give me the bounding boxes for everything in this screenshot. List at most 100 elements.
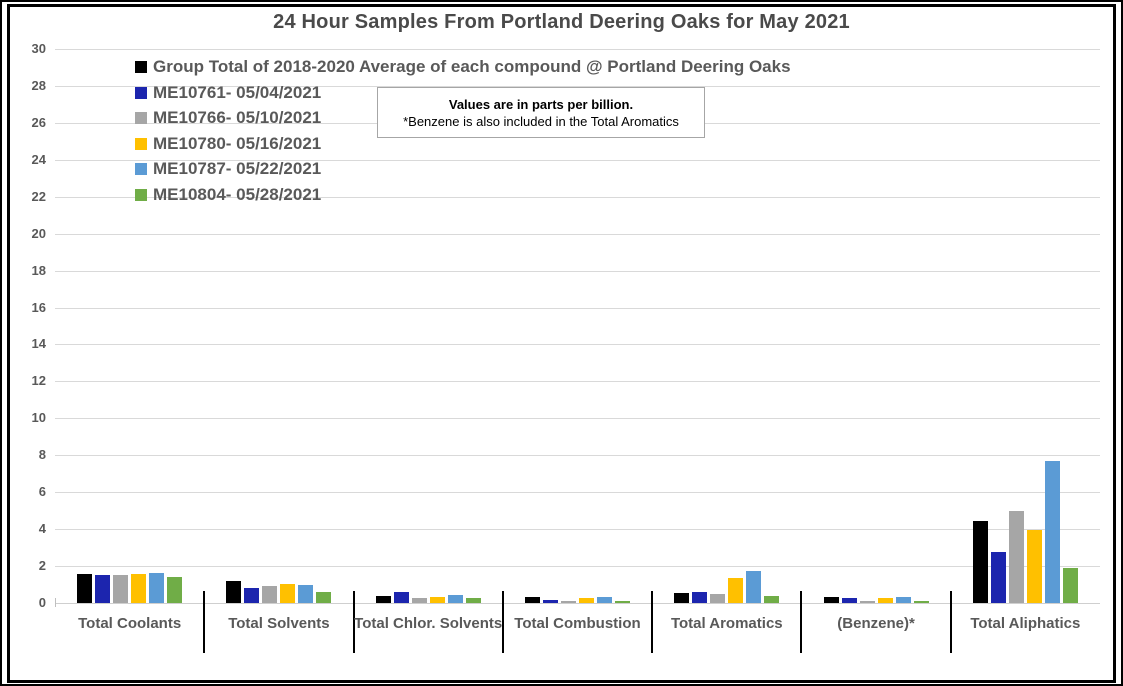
bar-total-coolants-s2	[113, 575, 129, 603]
x-axis-category-label: Total Coolants	[78, 615, 182, 632]
category-separator	[651, 591, 654, 653]
x-axis-category-label: (Benzene)*	[837, 615, 915, 632]
gridline	[55, 85, 1100, 87]
bar-total-combustion-s1	[543, 600, 558, 603]
legend-swatch-me10766	[135, 112, 147, 124]
gridline	[55, 529, 1100, 531]
bar-total-aromatics-s3	[728, 578, 744, 603]
gridline	[55, 381, 1100, 383]
bar-total-solvents-s3	[280, 583, 296, 603]
y-axis-zero-tick	[55, 598, 56, 607]
legend-label: ME10780- 05/16/2021	[153, 133, 322, 153]
y-axis-tick-label: 26	[31, 114, 46, 130]
bar-total-combustion-s5	[615, 601, 630, 603]
category-separator	[501, 591, 504, 653]
legend-swatch-me10761	[135, 86, 147, 99]
x-axis-category-label: Total Solvents	[228, 615, 330, 632]
bar-total-chlor-solvents-s2	[411, 598, 427, 603]
bar-total-chlor-solvents-s3	[429, 596, 445, 603]
category-separator	[203, 591, 206, 653]
bar-total-solvents-s4	[298, 584, 314, 603]
category-separator	[800, 591, 803, 653]
bar-total-solvents-s5	[316, 591, 332, 603]
bar-total-combustion-s0	[525, 597, 540, 603]
bar-total-chlor-solvents-s5	[465, 598, 481, 603]
bar-total-aliphatics-s4	[1044, 460, 1060, 603]
y-axis-tick-label: 18	[31, 262, 46, 278]
legend: Group Total of 2018-2020 Average of each…	[135, 57, 791, 211]
chart-title: 24 Hour Samples From Portland Deering Oa…	[273, 11, 850, 33]
bar--benzene--s4	[895, 597, 911, 603]
x-axis-category-label: Total Aliphatics	[970, 615, 1081, 632]
bar--benzene--s5	[913, 601, 929, 603]
gridline	[55, 418, 1100, 420]
y-axis-tick-label: 14	[31, 336, 46, 352]
x-axis-category-label: Total Combustion	[514, 615, 641, 632]
bar-total-aromatics-s5	[764, 595, 780, 603]
bar-total-coolants-s4	[149, 572, 165, 603]
annotation-line-benzene: *Benzene is also included in the Total A…	[403, 113, 679, 129]
legend-label: ME10761- 05/04/2021	[153, 82, 322, 102]
bar--benzene--s1	[841, 598, 857, 603]
category-separator	[949, 591, 952, 653]
legend-swatch-me10787	[135, 163, 147, 175]
legend-item: ME10787- 05/22/2021	[135, 159, 791, 178]
y-axis-tick-label: 24	[31, 151, 46, 167]
bar-total-aliphatics-s3	[1026, 530, 1042, 603]
bar-total-aliphatics-s1	[990, 552, 1006, 603]
bar-total-solvents-s0	[226, 580, 242, 603]
x-axis-category-label: Total Chlor. Solvents	[354, 615, 503, 632]
bar-total-aromatics-s1	[692, 591, 708, 603]
bar-total-aromatics-s0	[674, 592, 690, 603]
legend-swatch-group-total	[135, 61, 147, 73]
bar-total-aliphatics-s5	[1062, 567, 1078, 603]
legend-item: ME10761- 05/04/2021	[135, 82, 791, 102]
bar-total-coolants-s1	[95, 575, 111, 603]
bar-total-combustion-s4	[597, 597, 612, 603]
y-axis-tick-label: 20	[31, 225, 46, 241]
gridline	[55, 492, 1100, 494]
bar-total-aromatics-s2	[710, 593, 726, 603]
y-axis-tick-label: 16	[31, 299, 46, 315]
legend-label: Group Total of 2018-2020 Average of each…	[153, 57, 791, 76]
y-axis-tick-label: 22	[31, 188, 46, 204]
legend-swatch-me10780	[135, 137, 147, 150]
y-axis-tick-label: 0	[38, 595, 46, 610]
gridline	[55, 344, 1100, 346]
gridline	[55, 455, 1100, 457]
gridline	[55, 270, 1100, 272]
bar-total-coolants-s3	[131, 574, 147, 603]
gridline	[55, 233, 1100, 235]
bar-total-aliphatics-s2	[1008, 510, 1024, 603]
legend-label: ME10766- 05/10/2021	[153, 108, 322, 127]
y-axis-tick-label: 8	[38, 447, 46, 463]
legend-label: ME10804- 05/28/2021	[153, 184, 322, 204]
y-axis-tick-label: 10	[31, 410, 46, 426]
legend-item: ME10804- 05/28/2021	[135, 184, 791, 204]
y-axis-tick-label: 28	[31, 77, 46, 93]
bar-total-coolants-s0	[77, 574, 93, 603]
legend-label: ME10787- 05/22/2021	[153, 159, 322, 178]
bar-total-coolants-s5	[167, 577, 183, 603]
gridline	[55, 196, 1100, 198]
bar-total-chlor-solvents-s4	[447, 594, 463, 603]
x-axis-line	[55, 603, 1100, 604]
gridline	[55, 159, 1100, 161]
bar-total-solvents-s2	[262, 586, 278, 603]
legend-swatch-me10804	[135, 188, 147, 201]
legend-item: ME10780- 05/16/2021	[135, 133, 791, 153]
y-axis-tick-label: 6	[38, 484, 46, 500]
bar-total-chlor-solvents-s1	[393, 591, 409, 603]
legend-item: ME10766- 05/10/2021	[135, 108, 791, 127]
bar--benzene--s3	[877, 598, 893, 603]
gridline	[55, 49, 1100, 50]
y-axis-tick-label: 12	[31, 373, 46, 389]
bar-total-solvents-s1	[244, 588, 260, 603]
x-axis-category-label: Total Aromatics	[670, 615, 783, 632]
bar-total-combustion-s3	[579, 598, 594, 603]
legend-item: Group Total of 2018-2020 Average of each…	[135, 57, 791, 76]
annotation-line-units: Values are in parts per billion.	[448, 96, 634, 112]
bar-total-combustion-s2	[561, 601, 576, 603]
y-axis-tick-label: 30	[31, 41, 46, 56]
